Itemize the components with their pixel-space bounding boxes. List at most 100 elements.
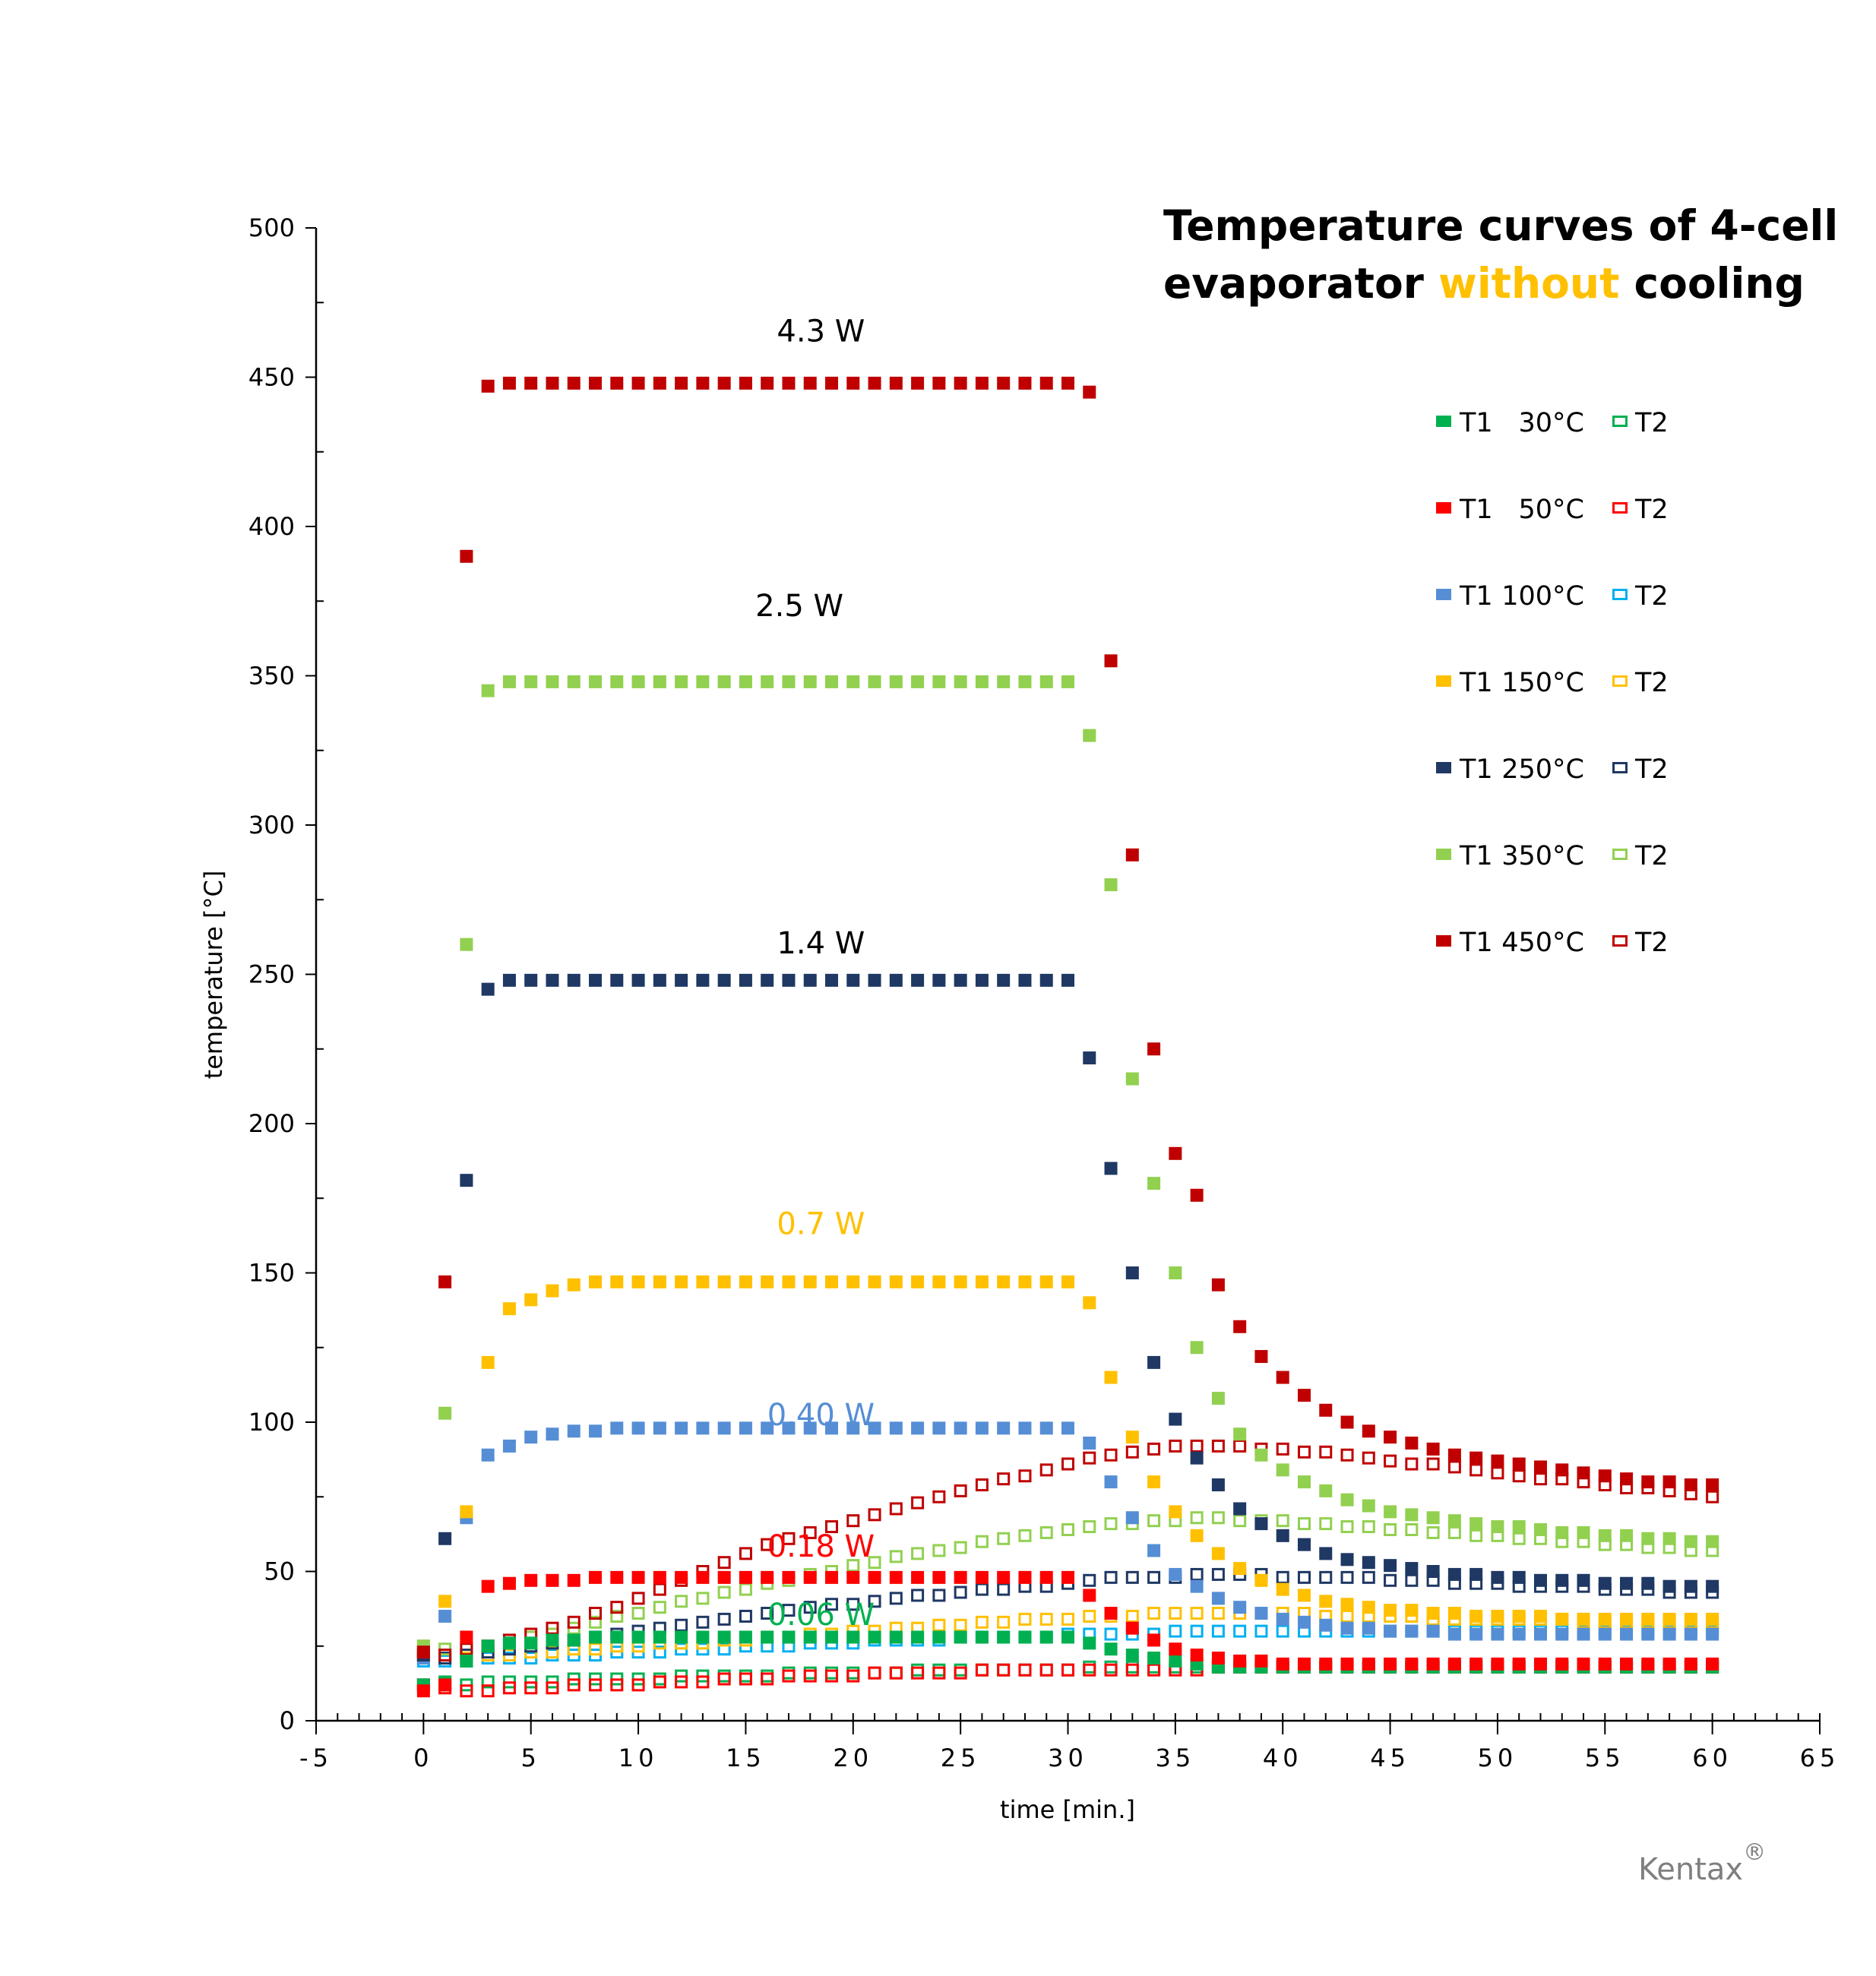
data-point-T1 xyxy=(1555,1627,1569,1641)
data-point-T1 xyxy=(1641,1657,1655,1671)
legend-setpoint-label: 30°C xyxy=(1519,408,1584,438)
legend-T1-swatch xyxy=(1436,849,1451,860)
data-point-T1 xyxy=(631,1275,645,1288)
data-point-T1 xyxy=(1190,1451,1204,1465)
data-point-T1 xyxy=(1233,1502,1247,1516)
data-point-T1 xyxy=(1104,1607,1118,1620)
data-point-T1 xyxy=(1190,1579,1204,1593)
data-point-T1 xyxy=(761,376,774,390)
data-point-T1 xyxy=(1577,1466,1590,1480)
data-point-T1 xyxy=(975,1570,989,1584)
series-T1-50°C xyxy=(416,1570,1719,1698)
data-point-T2 xyxy=(911,1496,925,1510)
data-point-T1 xyxy=(1684,1657,1697,1671)
data-point-T1 xyxy=(1577,1573,1590,1587)
legend: T1 30°C T2 T1 50°C T2 T1 100°C T2 T1 150°C T2 T1 250°… xyxy=(1436,408,1669,958)
data-point-T1 xyxy=(1190,1529,1204,1542)
data-point-T2 xyxy=(846,1514,860,1528)
data-point-T1 xyxy=(846,1630,860,1644)
data-point-T2 xyxy=(1233,1624,1247,1638)
data-point-T2 xyxy=(1447,1525,1461,1539)
data-point-T1 xyxy=(1276,1612,1289,1626)
data-point-T1 xyxy=(1641,1627,1655,1641)
data-point-T2 xyxy=(631,1592,645,1605)
data-point-T2 xyxy=(846,1666,860,1680)
data-point-T1 xyxy=(868,1421,881,1435)
data-point-T1 xyxy=(1319,1547,1333,1560)
data-point-T2 xyxy=(1405,1522,1419,1536)
data-point-T1 xyxy=(782,973,796,987)
data-point-T2 xyxy=(589,1607,603,1620)
data-point-T1 xyxy=(911,973,925,987)
data-point-T1 xyxy=(696,675,710,688)
power-annotation: 2.5 W xyxy=(755,589,843,624)
legend-T1-swatch xyxy=(1436,935,1451,947)
data-point-T1 xyxy=(1555,1463,1569,1477)
data-point-T1 xyxy=(675,973,688,987)
y-tick-label: 300 xyxy=(248,811,295,839)
data-point-T1 xyxy=(1319,1595,1333,1608)
data-point-T1 xyxy=(911,1421,925,1435)
data-point-T1 xyxy=(1061,973,1074,987)
data-point-T1 xyxy=(803,973,817,987)
data-point-T1 xyxy=(1620,1627,1634,1641)
data-point-T1 xyxy=(481,1448,495,1462)
legend-T2-swatch xyxy=(1612,762,1628,773)
data-point-T1 xyxy=(1233,1601,1247,1614)
data-point-T1 xyxy=(1426,1442,1440,1456)
data-point-T1 xyxy=(1598,1657,1612,1671)
data-point-T1 xyxy=(1018,1275,1032,1288)
data-point-T1 xyxy=(782,675,796,688)
data-point-T1 xyxy=(653,675,666,688)
data-point-T1 xyxy=(761,675,774,688)
data-point-T2 xyxy=(1190,1511,1204,1525)
data-point-T2 xyxy=(1211,1511,1225,1525)
data-point-T2 xyxy=(1104,1660,1118,1674)
data-point-T1 xyxy=(1405,1437,1419,1450)
data-point-T1 xyxy=(696,1275,710,1288)
data-point-T1 xyxy=(1405,1624,1419,1638)
data-point-T1 xyxy=(717,1570,731,1584)
legend-setpoint-label: 350°C xyxy=(1501,841,1584,871)
legend-item: T1 100°C T2 xyxy=(1436,581,1669,612)
data-point-T2 xyxy=(954,1586,967,1599)
data-point-T2 xyxy=(975,1615,989,1629)
data-point-T1 xyxy=(1533,1573,1547,1587)
data-point-T1 xyxy=(589,1570,603,1584)
data-point-T1 xyxy=(1620,1576,1634,1590)
power-annotation: 0.7 W xyxy=(777,1206,865,1241)
legend-setpoint-label: 50°C xyxy=(1519,495,1584,525)
data-point-T2 xyxy=(739,1669,752,1683)
data-point-T1 xyxy=(1018,376,1032,390)
data-point-T1 xyxy=(1340,1598,1354,1611)
data-point-T2 xyxy=(653,1582,666,1596)
data-point-T1 xyxy=(761,1570,774,1584)
data-point-T2 xyxy=(1147,1442,1161,1456)
data-point-T1 xyxy=(1104,878,1118,892)
legend-T2-swatch xyxy=(1612,675,1628,687)
data-point-T1 xyxy=(1254,1350,1268,1364)
data-point-T1 xyxy=(889,1570,903,1584)
data-point-T1 xyxy=(1641,1532,1655,1545)
data-point-T1 xyxy=(524,1431,538,1444)
data-point-T1 xyxy=(1512,1570,1526,1584)
data-point-T2 xyxy=(1104,1663,1118,1677)
data-point-T1 xyxy=(1533,1460,1547,1474)
legend-T1-swatch xyxy=(1436,675,1451,687)
data-point-T1 xyxy=(1405,1657,1419,1671)
data-point-T1 xyxy=(1211,1392,1225,1405)
data-point-T1 xyxy=(1469,1517,1483,1531)
legend-T1-label: T1 xyxy=(1459,754,1493,785)
data-point-T1 xyxy=(1061,675,1074,688)
data-point-T2 xyxy=(1083,1660,1096,1674)
data-point-T1 xyxy=(761,1630,774,1644)
data-point-T1 xyxy=(1620,1657,1634,1671)
x-tick-label: 30 xyxy=(1048,1744,1088,1772)
data-point-T1 xyxy=(1061,1570,1074,1584)
data-point-T1 xyxy=(954,1570,967,1584)
legend-T2-swatch xyxy=(1612,416,1628,427)
data-point-T1 xyxy=(567,1573,581,1587)
data-point-T1 xyxy=(1598,1612,1612,1626)
data-point-T1 xyxy=(1039,1630,1053,1644)
data-point-T1 xyxy=(1297,1589,1311,1602)
